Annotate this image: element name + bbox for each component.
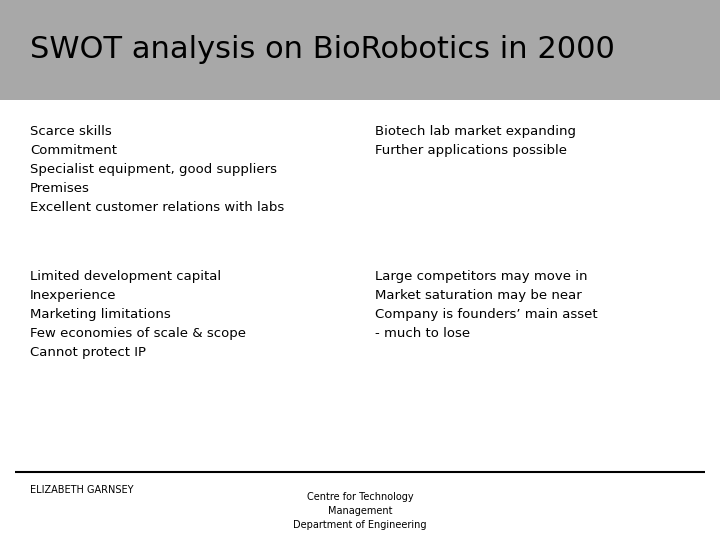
Text: Biotech lab market expanding
Further applications possible: Biotech lab market expanding Further app… — [375, 125, 576, 157]
Text: SWOT analysis on BioRobotics in 2000: SWOT analysis on BioRobotics in 2000 — [30, 36, 615, 64]
Text: Scarce skills
Commitment
Specialist equipment, good suppliers
Premises
Excellent: Scarce skills Commitment Specialist equi… — [30, 125, 284, 214]
Bar — [0, 0, 720, 100]
Text: ELIZABETH GARNSEY: ELIZABETH GARNSEY — [30, 485, 133, 495]
Text: Large competitors may move in
Market saturation may be near
Company is founders’: Large competitors may move in Market sat… — [375, 270, 598, 340]
Text: Limited development capital
Inexperience
Marketing limitations
Few economies of : Limited development capital Inexperience… — [30, 270, 246, 359]
Text: Centre for Technology
Management
Department of Engineering: Centre for Technology Management Departm… — [293, 492, 427, 530]
